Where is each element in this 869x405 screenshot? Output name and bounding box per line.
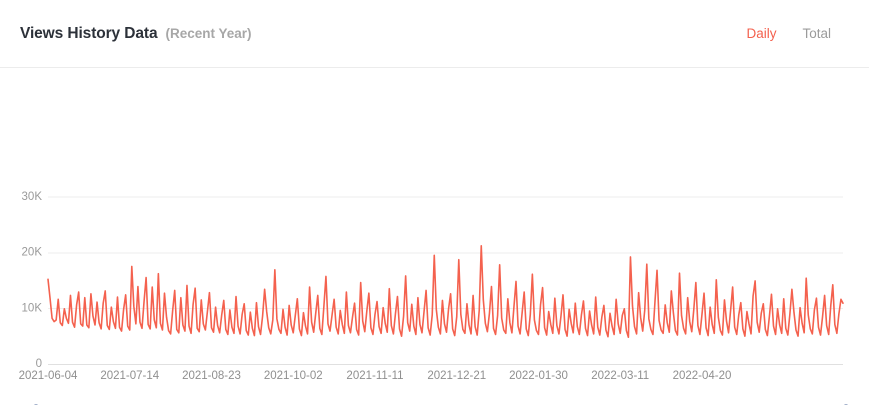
views-history-line-chart[interactable]: 0 10K 20K 30K 2021-06-04 2021-07-14 2021-08-2… <box>0 68 869 405</box>
x-tick-label: 2022-01-30 <box>509 370 568 382</box>
y-tick-label: 30K <box>22 191 43 203</box>
y-tick-label: 0 <box>36 358 42 370</box>
card-header: Views History Data (Recent Year) Daily T… <box>0 0 869 68</box>
view-mode-toggle: Daily Total <box>746 26 847 41</box>
page-subtitle: (Recent Year) <box>165 25 252 41</box>
x-tick-label: 2021-10-02 <box>264 370 323 382</box>
x-tick-label: 2021-06-04 <box>19 370 78 382</box>
x-tick-label: 2021-08-23 <box>182 370 241 382</box>
y-tick-label: 20K <box>22 247 43 259</box>
series-line-daily-views <box>47 244 844 339</box>
y-axis-tick-labels: 0 10K 20K 30K <box>22 191 43 370</box>
y-tick-label: 10K <box>22 302 43 314</box>
x-tick-label: 2021-12-21 <box>427 370 486 382</box>
page-title: Views History Data <box>20 24 158 42</box>
x-tick-label: 2021-11-11 <box>346 370 403 382</box>
x-tick-label: 2021-07-14 <box>100 370 159 382</box>
toggle-total[interactable]: Total <box>802 26 831 41</box>
header-titles: Views History Data (Recent Year) <box>20 25 746 43</box>
gridlines <box>48 196 843 365</box>
x-axis-tick-labels: 2021-06-04 2021-07-14 2021-08-23 2021-10-02… <box>19 370 732 382</box>
series-lines <box>47 244 844 339</box>
toggle-daily[interactable]: Daily <box>746 26 777 41</box>
x-tick-label: 2022-03-11 <box>591 370 649 382</box>
chart-container[interactable]: 0 10K 20K 30K 2021-06-04 2021-07-14 2021-08-2… <box>0 68 869 405</box>
x-tick-label: 2022-04-20 <box>673 370 732 382</box>
